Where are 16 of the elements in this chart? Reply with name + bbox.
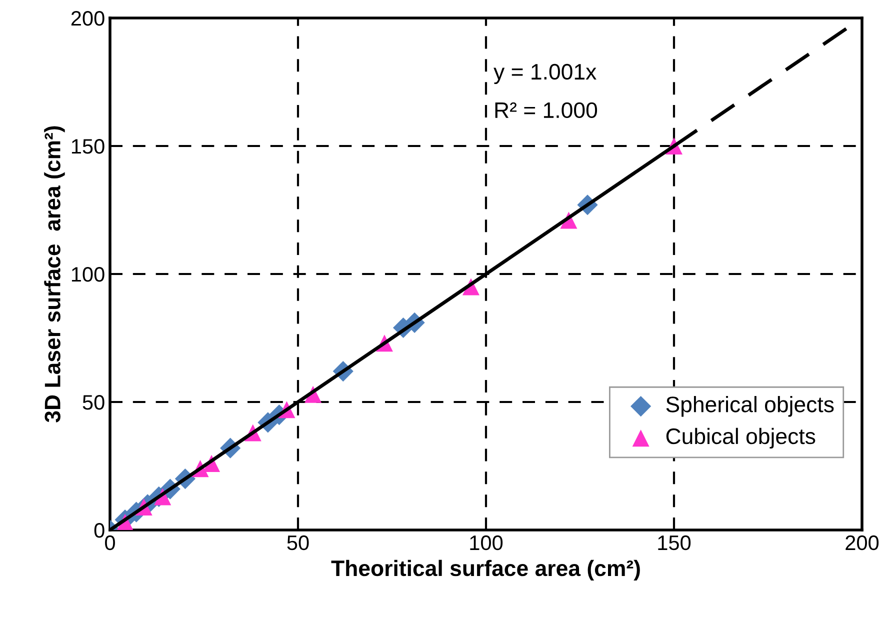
x-tick-label: 150 [658,535,691,550]
x-tick-label: 50 [287,535,309,550]
x-tick-label: 200 [846,535,879,550]
y-tick-label: 0 [94,523,104,538]
y-axis-title: 3D Laser surface area (cm²) [44,126,65,422]
annotation: y = 1.001x [494,64,596,84]
legend-label: Cubical objects [666,428,816,449]
x-axis-title: Theoritical surface area (cm²) [331,560,640,581]
x-tick-label: 100 [470,535,503,550]
x-tick-label: 0 [105,535,115,550]
y-tick-label: 100 [72,267,104,282]
annotation: R² = 1.000 [495,102,598,118]
y-tick-label: 150 [72,139,104,154]
legend-label: Spherical objects [666,396,834,417]
y-tick-label: 50 [82,395,104,410]
y-tick-label: 200 [71,11,104,26]
